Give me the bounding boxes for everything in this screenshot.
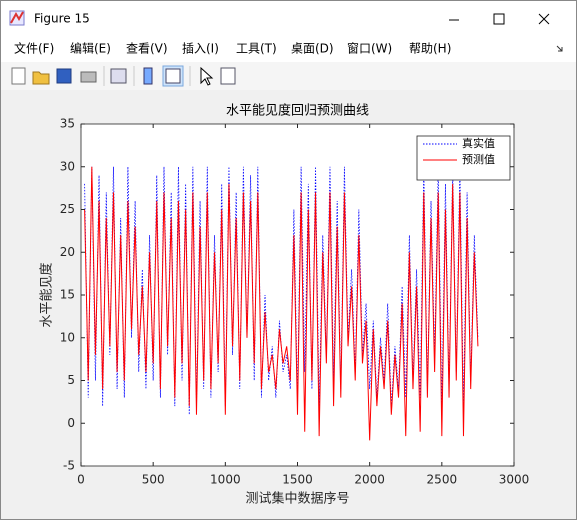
y-tick-label: 25 [60,202,75,216]
menu-item[interactable]: 帮助(H) [409,42,451,56]
menu-item[interactable]: 桌面(D) [291,42,334,56]
property-icon[interactable] [220,67,236,85]
link-icon[interactable] [110,68,127,84]
y-tick-label: -5 [63,459,75,473]
legend-box [416,135,511,181]
x-axis-label: 测试集中数据序号 [245,491,349,507]
close-button[interactable] [538,13,550,25]
x-tick-label: 2500 [427,473,458,487]
legend-label: 预测值 [462,153,495,166]
legend-label: 真实值 [462,136,495,150]
menu-bar [0,34,577,62]
y-tick-label: 15 [60,288,75,302]
toolbar [0,62,577,90]
app-icon [9,10,25,26]
open-icon[interactable] [32,71,50,85]
menu-item[interactable]: 工具(T) [236,42,277,56]
new-icon[interactable] [11,67,26,85]
x-tick-label: 1500 [282,473,313,487]
y-tick-label: 35 [60,117,75,131]
x-tick-label: 3000 [499,473,530,487]
menu-item[interactable]: 窗口(W) [347,42,392,56]
maximize-button[interactable] [493,13,505,25]
y-tick-label: 0 [67,416,75,430]
menu-item[interactable]: 文件(F) [14,41,54,56]
y-tick-label: 5 [67,373,75,387]
series-line [84,166,479,441]
x-tick-label: 2000 [354,473,385,487]
menu-item[interactable]: 编辑(E) [70,41,111,56]
colorbar-icon[interactable] [143,67,153,85]
print-icon[interactable] [80,71,97,83]
chart-title: 水平能见度回归预测曲线 [226,103,369,119]
menu-item[interactable]: 查看(V) [126,42,168,56]
x-tick-label: 0 [77,473,85,487]
y-tick-label: 10 [60,330,75,344]
window-title: Figure 15 [34,12,90,26]
menu-item[interactable]: 插入(I) [182,42,219,56]
x-tick-label: 500 [142,473,165,487]
dock-arrow[interactable] [556,45,563,52]
y-tick-label: 20 [60,245,75,259]
title-bar [0,0,577,34]
save-icon[interactable] [56,68,72,84]
y-axis-label: 水平能见度 [39,262,55,327]
pointer-icon[interactable] [200,66,214,86]
y-tick-label: 30 [60,159,75,173]
x-tick-label: 1000 [210,473,241,487]
